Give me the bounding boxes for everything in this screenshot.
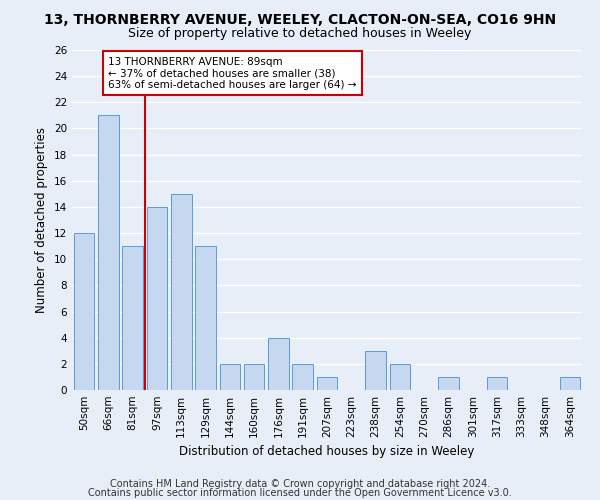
X-axis label: Distribution of detached houses by size in Weeley: Distribution of detached houses by size … bbox=[179, 446, 475, 458]
Bar bbox=[74, 233, 94, 390]
Bar bbox=[389, 364, 410, 390]
Text: Size of property relative to detached houses in Weeley: Size of property relative to detached ho… bbox=[128, 28, 472, 40]
Text: 13, THORNBERRY AVENUE, WEELEY, CLACTON-ON-SEA, CO16 9HN: 13, THORNBERRY AVENUE, WEELEY, CLACTON-O… bbox=[44, 12, 556, 26]
Bar bbox=[268, 338, 289, 390]
Bar bbox=[365, 351, 386, 390]
Bar bbox=[244, 364, 265, 390]
Bar bbox=[560, 377, 580, 390]
Bar bbox=[487, 377, 508, 390]
Text: 13 THORNBERRY AVENUE: 89sqm
← 37% of detached houses are smaller (38)
63% of sem: 13 THORNBERRY AVENUE: 89sqm ← 37% of det… bbox=[109, 56, 357, 90]
Bar bbox=[292, 364, 313, 390]
Text: Contains public sector information licensed under the Open Government Licence v3: Contains public sector information licen… bbox=[88, 488, 512, 498]
Bar bbox=[146, 207, 167, 390]
Bar bbox=[220, 364, 240, 390]
Bar bbox=[122, 246, 143, 390]
Bar bbox=[171, 194, 191, 390]
Bar bbox=[98, 116, 119, 390]
Y-axis label: Number of detached properties: Number of detached properties bbox=[35, 127, 49, 313]
Bar bbox=[438, 377, 459, 390]
Bar bbox=[195, 246, 216, 390]
Bar bbox=[317, 377, 337, 390]
Text: Contains HM Land Registry data © Crown copyright and database right 2024.: Contains HM Land Registry data © Crown c… bbox=[110, 479, 490, 489]
